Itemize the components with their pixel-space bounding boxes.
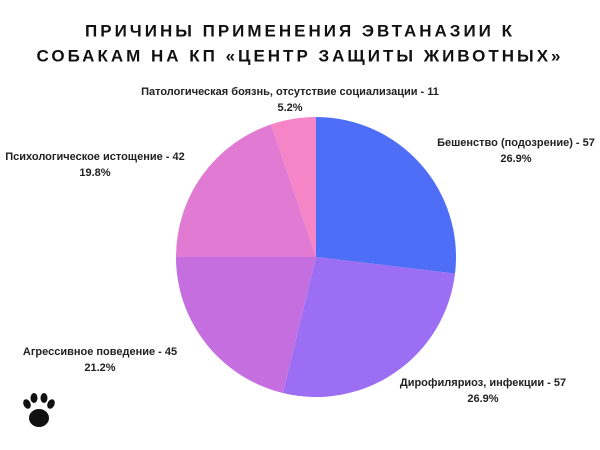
- pie-slice: [176, 124, 316, 257]
- value-label: 26.9%: [467, 393, 498, 405]
- slice-label: Патологическая боязнь, отсутствие социал…: [141, 86, 439, 98]
- value-label: 5.2%: [277, 102, 302, 114]
- chart-title: ПРИЧИНЫ ПРИМЕНЕНИЯ ЭВТАНАЗИИ К: [85, 21, 515, 40]
- chart-title: СОБАКАМ НА КП «ЦЕНТР ЗАЩИТЫ ЖИВОТНЫХ»: [37, 46, 564, 65]
- pie-slice: [176, 257, 316, 394]
- slice-label: Бешенство (подозрение) - 57: [437, 137, 595, 149]
- value-label: 26.9%: [500, 153, 531, 165]
- paw-icon: [23, 393, 55, 427]
- value-label: 21.2%: [84, 362, 115, 374]
- pie-slice: [271, 117, 316, 257]
- value-label: 19.8%: [79, 167, 110, 179]
- slice-label: Агрессивное поведение - 45: [23, 346, 177, 358]
- slice-label: Психологическое истощение - 42: [5, 151, 185, 163]
- slice-label: Дирофиляриоз, инфекции - 57: [400, 377, 566, 389]
- pie-slice: [282, 257, 456, 397]
- pie-slice: [316, 117, 456, 274]
